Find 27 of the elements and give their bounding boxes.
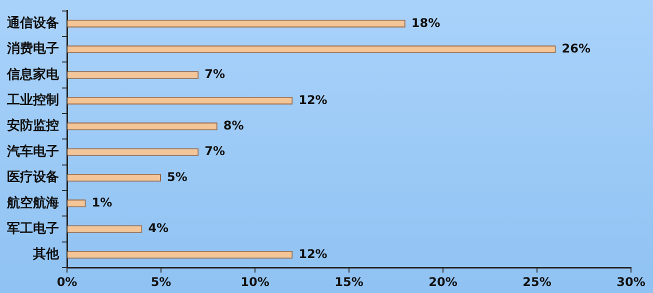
x-tick-label: 5% — [150, 274, 172, 289]
x-tick-label: 10% — [240, 274, 270, 289]
y-tick-label: 安防监控 — [7, 118, 59, 134]
data-label: 26% — [562, 41, 591, 56]
data-label: 8% — [223, 118, 244, 132]
data-label: 7% — [204, 67, 225, 82]
x-tick-label: 30% — [616, 274, 646, 289]
x-tick-label: 15% — [334, 274, 364, 289]
x-tick-label: 0% — [56, 274, 78, 289]
y-tick-label: 通信设备 — [6, 15, 59, 32]
data-label: 18% — [411, 16, 440, 30]
y-tick-label: 消费电子 — [6, 42, 59, 57]
y-tick-label: 其他 — [32, 247, 60, 262]
data-label: 7% — [204, 144, 225, 158]
x-tick-label: 20% — [428, 274, 458, 289]
y-tick-label: 航空航海 — [6, 194, 59, 211]
y-tick-label: 医疗设备 — [7, 169, 59, 186]
data-label: 5% — [167, 170, 188, 184]
y-tick-label: 工业控制 — [6, 93, 59, 108]
data-label: 12% — [298, 246, 328, 261]
data-label: 12% — [298, 92, 328, 107]
y-tick-label: 信息家电 — [6, 66, 60, 82]
data-label: 4% — [148, 221, 169, 236]
y-tick-label: 汽车电子 — [6, 143, 59, 160]
y-tick-label: 军工电子 — [7, 221, 59, 236]
x-tick-label: 25% — [522, 274, 552, 289]
data-label: 1% — [92, 196, 112, 210]
